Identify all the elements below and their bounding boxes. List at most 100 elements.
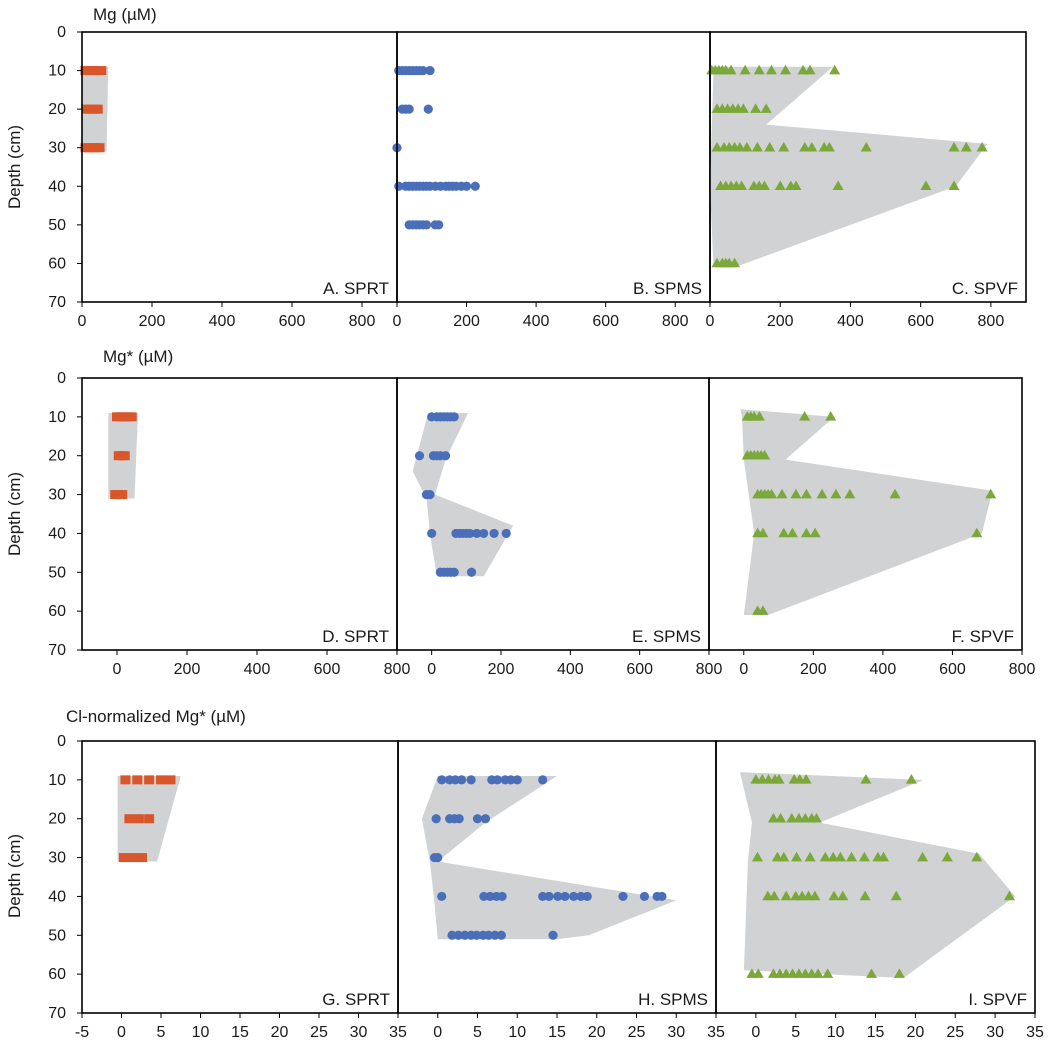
data-point — [809, 527, 821, 538]
x-tick-label: 400 — [870, 661, 897, 678]
data-point — [425, 489, 435, 500]
data-point — [92, 104, 103, 114]
x-tick-label: 800 — [662, 313, 689, 330]
data-point — [91, 66, 101, 76]
data-point — [800, 527, 812, 538]
data-point — [948, 141, 960, 152]
data-point — [773, 774, 785, 784]
x-tick-label: 400 — [557, 661, 584, 678]
data-point — [816, 488, 828, 499]
panel-frame — [396, 31, 711, 303]
data-point — [454, 814, 464, 824]
data-point — [751, 141, 763, 152]
data-point — [496, 930, 506, 940]
y-tick-label: 0 — [57, 733, 66, 750]
x-tick-label: 0 — [78, 313, 87, 330]
data-point — [976, 141, 988, 152]
panel-c: 0 200 400 600 800 C. SPVF — [706, 31, 1027, 330]
data-point — [657, 891, 667, 902]
data-point — [472, 814, 483, 824]
panel-label: G. SPRT — [322, 990, 390, 1009]
data-point — [734, 141, 746, 152]
data-point — [117, 490, 128, 500]
data-point — [806, 141, 818, 152]
depth-axis-title: Depth (cm) — [5, 834, 24, 918]
x-tick-label: 0 — [751, 1024, 760, 1041]
data-point — [453, 930, 464, 940]
x-tick-label: 800 — [1009, 661, 1036, 678]
x-tick-label: 35 — [1026, 1024, 1044, 1041]
x-tick-label: 600 — [279, 313, 306, 330]
data-point — [827, 851, 839, 862]
x-tick-label: 200 — [800, 661, 827, 678]
data-point — [582, 891, 592, 902]
panel-frame — [709, 31, 1027, 303]
row-title-mg-star: Mg* (µM) — [103, 347, 173, 366]
data-point — [800, 488, 812, 499]
data-point — [830, 488, 842, 499]
y-tick-label: 50 — [48, 217, 66, 234]
data-point — [480, 814, 491, 824]
data-point — [786, 812, 798, 823]
data-point — [124, 814, 135, 824]
x-tick-label: 200 — [767, 313, 794, 330]
y-tick-label: 60 — [48, 966, 66, 983]
data-point — [752, 968, 764, 978]
data-point — [447, 930, 457, 940]
data-point — [753, 411, 765, 421]
data-point — [971, 851, 983, 862]
data-point — [809, 890, 821, 901]
panel-label: A. SPRT — [323, 279, 389, 298]
y-tick-label: 40 — [48, 178, 66, 195]
data-point — [889, 488, 901, 499]
x-tick-label: 30 — [350, 1024, 368, 1041]
data-point — [492, 775, 502, 785]
data-envelope — [740, 409, 993, 615]
x-tick-label: 5 — [473, 1024, 482, 1041]
data-point — [750, 103, 762, 113]
x-tick-label: 25 — [628, 1024, 646, 1041]
x-tick-label: 15 — [548, 1024, 566, 1041]
data-point — [766, 488, 778, 499]
data-point — [985, 488, 997, 499]
data-point — [472, 528, 482, 539]
data-point — [804, 851, 816, 862]
data-point — [866, 968, 878, 978]
data-point — [797, 64, 809, 75]
data-point — [859, 890, 871, 901]
panel-label: D. SPRT — [322, 627, 389, 646]
data-point — [790, 488, 802, 499]
y-tick-label: 60 — [48, 603, 66, 620]
data-point — [421, 220, 432, 230]
data-point — [828, 890, 840, 901]
data-point — [501, 528, 511, 539]
data-point — [786, 527, 798, 538]
data-point — [423, 104, 433, 114]
x-tick-label: 25 — [946, 1024, 964, 1041]
data-point — [120, 775, 131, 785]
data-point — [844, 488, 856, 499]
data-point — [779, 64, 791, 75]
y-tick-label: 0 — [57, 370, 66, 387]
data-point — [941, 851, 953, 862]
y-tick-label: 10 — [48, 63, 66, 80]
panel-e: 0 200 400 600 800 E. SPMS — [396, 377, 723, 678]
data-envelope — [739, 772, 1016, 978]
data-point — [479, 528, 489, 539]
x-tick-label: 800 — [696, 661, 723, 678]
data-point — [778, 851, 790, 862]
data-point — [404, 104, 414, 114]
y-tick-label: 40 — [48, 525, 66, 542]
data-point — [823, 141, 835, 152]
data-point — [457, 775, 467, 785]
data-point — [538, 775, 548, 785]
x-tick-label: 25 — [310, 1024, 328, 1041]
data-point — [905, 774, 917, 784]
data-point — [846, 851, 858, 862]
data-point — [920, 180, 932, 191]
data-point — [780, 890, 792, 901]
data-point — [560, 891, 570, 902]
data-point — [837, 890, 849, 901]
data-point — [739, 64, 751, 75]
data-point — [804, 64, 816, 75]
